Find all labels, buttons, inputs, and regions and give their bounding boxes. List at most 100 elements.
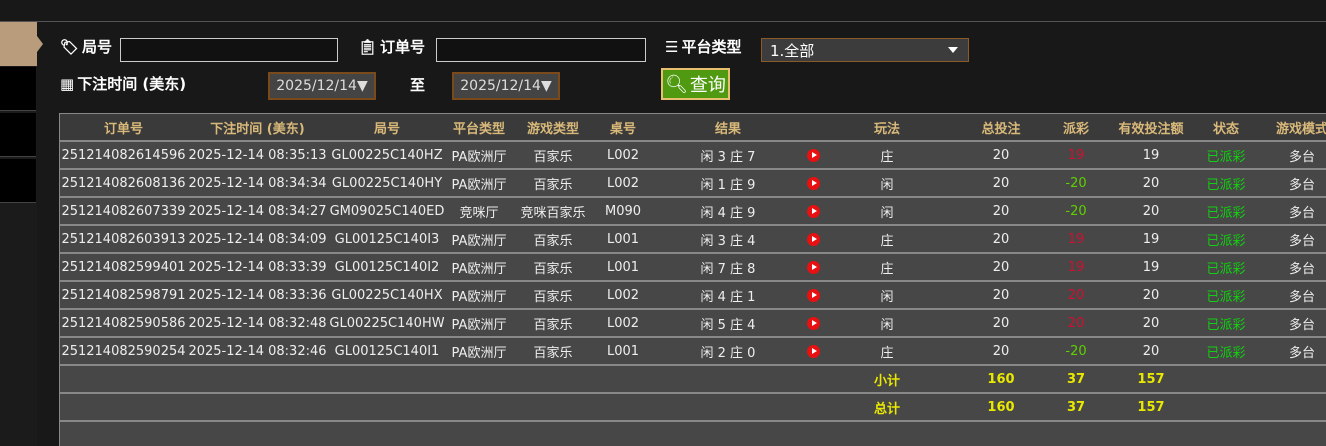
table-cell: 19 (1067, 259, 1085, 275)
table-cell: GL00125C140I3 (334, 231, 440, 247)
table-cell: 闲 1 庄 9 (700, 177, 756, 193)
list-icon: ☰ (665, 37, 679, 56)
table-cell: 20 (992, 343, 1010, 359)
table-cell: -20 (1065, 175, 1087, 191)
table-cell: 已派彩 (1206, 317, 1246, 333)
sidebar (0, 22, 43, 446)
table-cell: 庄 (880, 149, 894, 165)
date-to-picker[interactable]: 2025/12/14▼ (452, 72, 560, 100)
subtotal-payout: 37 (1066, 371, 1086, 387)
play-icon[interactable] (806, 344, 820, 358)
table-cell: 2025-12-14 08:34:34 (188, 175, 327, 191)
column-header: 局号 (373, 121, 400, 137)
table-cell: 已派彩 (1206, 177, 1246, 193)
total-label: 总计 (873, 401, 900, 417)
table-cell: GL00225C140HX (331, 287, 443, 303)
time-label: ▦ 下注时间 (美东) (60, 74, 187, 94)
table-row: 251214082603913 2025-12-14 08:34:09 GL0012… (60, 226, 1326, 254)
table-cell: 多台 (1288, 149, 1315, 165)
play-icon[interactable] (806, 148, 820, 162)
table-cell: PA欧洲厅 (451, 177, 507, 193)
table-cell: GL00125C140I1 (334, 343, 440, 359)
play-icon[interactable] (806, 232, 820, 246)
table-cell: GL00225C140HW (329, 315, 445, 331)
table-row: 251214082607339 2025-12-14 08:34:27 GM0902… (60, 198, 1326, 226)
top-divider (0, 21, 1326, 22)
table-cell: 闲 5 庄 4 (700, 317, 756, 333)
table-cell: 多台 (1288, 205, 1315, 221)
table-cell: 19 (1142, 259, 1160, 275)
sidebar-active-tab[interactable] (0, 22, 43, 66)
table-cell: 闲 (880, 205, 894, 221)
sidebar-item[interactable] (0, 159, 36, 203)
table-cell: GM09025C140ED (329, 203, 445, 219)
play-icon[interactable] (806, 260, 820, 274)
table-cell: 已派彩 (1206, 233, 1246, 249)
query-button[interactable]: 🔍︎ 查询 (661, 68, 730, 100)
platform-select[interactable]: 1.全部 (761, 38, 969, 62)
table-cell: 已派彩 (1206, 345, 1246, 361)
table-cell: 闲 7 庄 8 (700, 261, 756, 277)
table-cell: 20 (992, 203, 1010, 219)
column-header: 派彩 (1062, 121, 1089, 137)
sidebar-item[interactable] (0, 113, 36, 157)
table-cell: 已派彩 (1206, 289, 1246, 305)
table-cell: 多台 (1288, 233, 1315, 249)
table-cell: 20 (1142, 175, 1160, 191)
table-cell: 251214082608136 (61, 175, 186, 191)
table-cell: PA欧洲厅 (451, 233, 507, 249)
column-header: 状态 (1212, 121, 1239, 137)
table-cell: L002 (606, 287, 640, 303)
table-cell: 20 (1067, 287, 1085, 303)
round-input[interactable] (120, 38, 338, 62)
table-cell: 251214082590254 (61, 343, 186, 359)
table-cell: 竞咪厅 (459, 205, 499, 221)
play-icon[interactable] (806, 316, 820, 330)
column-header: 桌号 (609, 121, 636, 137)
sidebar-item[interactable] (0, 67, 36, 111)
table-cell: PA欧洲厅 (451, 345, 507, 361)
play-icon[interactable] (806, 288, 820, 302)
table-cell: 2025-12-14 08:33:36 (188, 287, 327, 303)
table-cell: GL00225C140HZ (331, 147, 443, 163)
table-cell: L002 (606, 175, 640, 191)
table-cell: 19 (1142, 231, 1160, 247)
table-cell: M090 (604, 203, 642, 219)
subtotal-valid_bet: 157 (1137, 371, 1165, 387)
to-label: 至 (410, 76, 426, 94)
table-cell: 百家乐 (533, 261, 573, 277)
table-cell: 20 (1142, 203, 1160, 219)
table-cell: L002 (606, 315, 640, 331)
orders-table: 订单号 下注时间 (美东) 局号 平台类型 游戏类型 桌号 结果 玩法 总投注 派彩 有效投注额 状态… (59, 113, 1326, 446)
table-cell: 2025-12-14 08:33:39 (188, 259, 327, 275)
table-cell: 20 (1142, 287, 1160, 303)
total-valid_bet: 157 (1137, 399, 1165, 415)
play-icon[interactable] (806, 204, 820, 218)
table-cell: 19 (1067, 231, 1085, 247)
date-from-picker[interactable]: 2025/12/14▼ (268, 72, 376, 100)
table-cell: -20 (1065, 203, 1087, 219)
play-icon[interactable] (806, 176, 820, 190)
platform-label: ☰ 平台类型 (665, 37, 742, 57)
table-cell: 已派彩 (1206, 149, 1246, 165)
column-header: 有效投注额 (1118, 121, 1184, 137)
table-cell: 20 (992, 175, 1010, 191)
total-row: 总计 160 37 157 (60, 394, 1326, 422)
table-row: 251214082614596 2025-12-14 08:35:13 GL0022… (60, 142, 1326, 170)
table-cell: 闲 (880, 289, 894, 305)
table-cell: 2025-12-14 08:32:48 (188, 315, 327, 331)
table-cell: PA欧洲厅 (451, 149, 507, 165)
table-cell: 闲 3 庄 4 (700, 233, 756, 249)
subtotal-label: 小计 (873, 373, 900, 389)
table-cell: GL00225C140HY (331, 175, 443, 191)
replay-cell (804, 204, 822, 219)
table-cell: 2025-12-14 08:34:09 (188, 231, 327, 247)
table-cell: 闲 2 庄 0 (700, 345, 756, 361)
table-cell: 庄 (880, 345, 894, 361)
replay-cell (804, 316, 822, 331)
table-cell: 百家乐 (533, 149, 573, 165)
table-cell: 多台 (1288, 317, 1315, 333)
order-input[interactable] (436, 38, 646, 62)
table-cell: 多台 (1288, 177, 1315, 193)
table-cell: 多台 (1288, 345, 1315, 361)
